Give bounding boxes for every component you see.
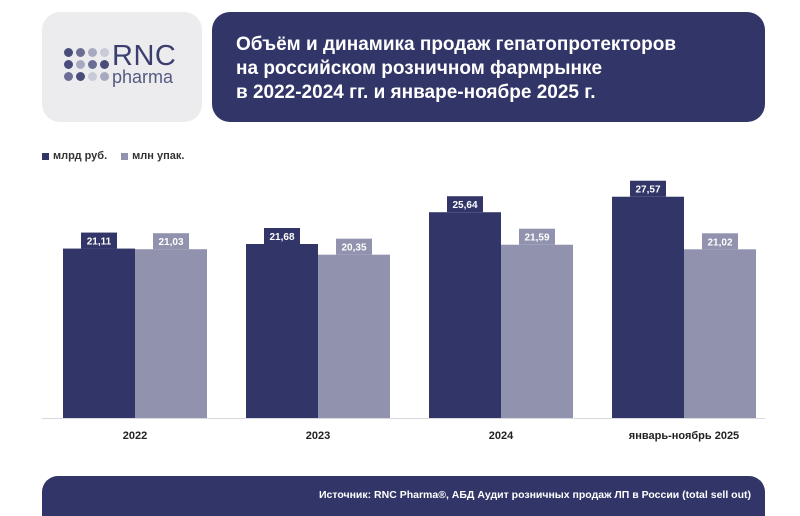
x-tick-label-2: 2024	[489, 430, 514, 442]
chart-legend: млрд руб. млн упак.	[42, 150, 184, 162]
data-label-pack-2: 21,59	[524, 233, 549, 244]
bar-rub-1	[246, 243, 318, 418]
legend-swatch-pack	[121, 152, 129, 160]
title-line-1: Объём и динамика продаж гепатопротекторо…	[236, 34, 676, 55]
data-label-pack-1: 20,35	[341, 243, 366, 254]
title-line-2: на российском розничном фармрынке	[236, 58, 603, 79]
bar-rub-3	[612, 196, 684, 418]
data-label-box-rub-3	[630, 180, 666, 197]
data-label-box-pack-1	[336, 238, 372, 255]
bar-pack-3	[684, 249, 756, 418]
logo-dots-icon	[64, 48, 109, 92]
bar-pack-2	[501, 244, 573, 418]
bar-rub-0	[63, 248, 135, 418]
legend-swatch-rub	[42, 152, 49, 160]
data-label-pack-3: 21,02	[707, 237, 732, 248]
title-banner: Объём и динамика продаж гепатопротекторо…	[212, 12, 765, 122]
source-footer: Источник: RNC Pharma®, АБД Аудит розничн…	[42, 476, 765, 516]
logo-sub: pharma	[112, 67, 174, 87]
data-label-box-rub-0	[81, 232, 117, 249]
bar-pack-1	[318, 254, 390, 418]
data-label-rub-0: 21,11	[87, 237, 112, 248]
x-tick-label-3: январь-ноябрь 2025	[629, 430, 739, 442]
logo-panel: RNC pharma	[42, 12, 202, 122]
legend-label-pack: млн упак.	[132, 150, 185, 162]
data-label-box-rub-1	[264, 227, 300, 244]
data-label-rub-3: 27,57	[635, 185, 660, 196]
logo-wordmark: RNC pharma	[112, 40, 177, 87]
x-tick-label-0: 2022	[123, 430, 147, 442]
bar-rub-2	[429, 212, 501, 418]
legend-label-rub: млрд руб.	[53, 150, 108, 162]
data-label-box-pack-3	[702, 233, 738, 250]
data-label-box-pack-0	[153, 233, 189, 250]
bar-pack-0	[135, 249, 207, 418]
data-label-rub-2: 25,64	[452, 200, 477, 211]
x-tick-label-1: 2023	[306, 430, 330, 442]
data-label-rub-1: 21,68	[269, 232, 294, 243]
data-label-box-pack-2	[519, 228, 555, 245]
legend-item-rub: млрд руб.	[42, 150, 107, 162]
logo-brand: RNC	[112, 40, 177, 72]
legend-item-pack: млн упак.	[121, 150, 184, 162]
source-text: Источник: RNC Pharma®, АБД Аудит розничн…	[318, 489, 751, 501]
bar-chart: 21,11 21,03 2022 21,68 20,35 2023 25,64 21,59 20…	[42, 180, 765, 442]
data-label-pack-0: 21,03	[158, 237, 183, 248]
data-label-box-rub-2	[447, 196, 483, 213]
title-line-3: в 2022-2024 гг. и январе-ноябре 2025 г.	[236, 82, 596, 103]
